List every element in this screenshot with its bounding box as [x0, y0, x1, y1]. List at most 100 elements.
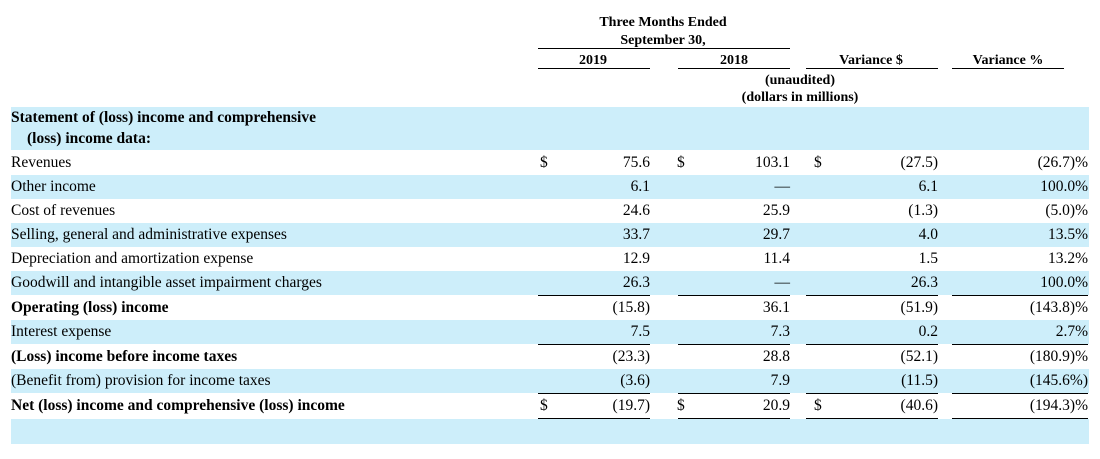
row-label: Interest expense: [11, 323, 112, 340]
period-header-line1: Three Months Ended: [599, 15, 727, 30]
col-header-variance-pct: Variance %: [972, 53, 1044, 68]
dollar-sign: $: [540, 154, 548, 171]
table-row-depreciation-amortization: Depreciation and amortization expense 12.…: [11, 247, 1089, 271]
col-header-rule-2018: [678, 68, 790, 69]
cell-c2019: 33.7: [622, 226, 650, 243]
cell-var: 1.5: [918, 250, 938, 267]
subtotal-rule: [806, 344, 938, 345]
subtotal-rule: [538, 295, 650, 296]
cell-pct: (145.6%): [1029, 372, 1088, 389]
cell-c2018: 103.1: [755, 154, 790, 171]
subtotal-rule: [806, 393, 938, 394]
dollar-sign: $: [677, 397, 685, 414]
cell-var: 0.2: [918, 323, 938, 340]
section-title-line2: (loss) income data:: [27, 130, 151, 147]
cell-pct: 13.5%: [1047, 226, 1088, 243]
subtotal-rule: [678, 295, 790, 296]
cell-pct: (194.3)%: [1029, 397, 1088, 414]
cell-c2018: 11.4: [763, 250, 790, 267]
units-note: (dollars in millions): [741, 90, 859, 105]
cell-var: 26.3: [910, 274, 938, 291]
col-header-variance-dollar: Variance $: [839, 53, 903, 68]
row-label: Goodwill and intangible asset impairment…: [11, 274, 322, 291]
col-header-rule-var-pct: [952, 68, 1064, 69]
cell-pct: (143.8)%: [1029, 299, 1088, 316]
trailing-row: [11, 419, 1089, 444]
row-label: Other income: [11, 178, 96, 195]
cell-var: (27.5): [900, 154, 938, 171]
dollar-sign: $: [814, 154, 822, 171]
section-title-line1: Statement of (loss) income and comprehen…: [11, 109, 316, 126]
row-label: Operating (loss) income: [11, 299, 169, 316]
cell-c2019: 24.6: [622, 202, 650, 219]
row-label: Depreciation and amortization expense: [11, 250, 254, 267]
subtotal-rule: [952, 344, 1088, 345]
cell-c2019: 7.5: [630, 323, 650, 340]
subtotal-rule: [806, 295, 938, 296]
cell-var: (40.6): [900, 397, 938, 414]
cell-c2019: 75.6: [622, 154, 650, 171]
cell-c2018: 25.9: [762, 202, 790, 219]
cell-c2018: 7.3: [770, 323, 790, 340]
table-row-tax-provision: (Benefit from) provision for income taxe…: [11, 369, 1089, 393]
dollar-sign: $: [814, 397, 822, 414]
table-row-net-loss-income: Net (loss) income and comprehensive (los…: [11, 394, 1089, 418]
table-row-other-income: Other income 6.1 — 6.1 100.0%: [11, 175, 1089, 199]
cell-pct: 100.0%: [1040, 178, 1088, 195]
cell-c2019: (3.6): [620, 372, 650, 389]
cell-c2019: (19.7): [612, 397, 650, 414]
col-header-2019: 2019: [579, 53, 607, 68]
table-row-loss-income-before-taxes: (Loss) income before income taxes (23.3) 2…: [11, 345, 1089, 369]
cell-c2018: 29.7: [762, 226, 790, 243]
table-row-sga-expenses: Selling, general and administrative expe…: [11, 223, 1089, 247]
row-label: Selling, general and administrative expe…: [11, 226, 287, 243]
cell-c2019: 12.9: [622, 250, 650, 267]
cell-var: (52.1): [900, 348, 938, 365]
table-row-revenues: Revenues 75.6 103.1 (27.5) (26.7)% $ $ $: [11, 151, 1089, 175]
cell-pct: 13.2%: [1047, 250, 1088, 267]
cell-var: (11.5): [901, 372, 938, 389]
subtotal-rule: [952, 393, 1088, 394]
cell-c2018: —: [774, 274, 791, 291]
unaudited-note: (unaudited): [764, 73, 836, 88]
cell-pct: 2.7%: [1055, 323, 1088, 340]
period-header-rule: [538, 48, 790, 49]
cell-c2018: 7.9: [770, 372, 790, 389]
cell-c2019: (15.8): [612, 299, 650, 316]
subtotal-rule: [538, 344, 650, 345]
table-row-goodwill-impairment: Goodwill and intangible asset impairment…: [11, 271, 1089, 295]
row-label: (Benefit from) provision for income taxe…: [11, 372, 271, 389]
cell-pct: (180.9)%: [1029, 348, 1088, 365]
cell-c2019: (23.3): [612, 348, 650, 365]
cell-pct: 100.0%: [1040, 274, 1088, 291]
table-row-interest-expense: Interest expense 7.5 7.3 0.2 2.7%: [11, 320, 1089, 344]
table-row-cost-of-revenues: Cost of revenues 24.6 25.9 (1.3) (5.0)%: [11, 199, 1089, 223]
col-header-2018: 2018: [720, 53, 748, 68]
section-title-row: Statement of (loss) income and comprehen…: [11, 107, 1089, 150]
cell-var: (51.9): [900, 299, 938, 316]
cell-c2019: 6.1: [630, 178, 650, 195]
row-label: Net (loss) income and comprehensive (los…: [11, 397, 345, 414]
table-row-operating-loss-income: Operating (loss) income (15.8) 36.1 (51.9) (…: [11, 296, 1089, 320]
cell-var: (1.3): [908, 202, 938, 219]
cell-c2018: 20.9: [762, 397, 790, 414]
subtotal-rule: [678, 344, 790, 345]
subtotal-rule: [538, 393, 650, 394]
subtotal-rule: [952, 295, 1088, 296]
cell-pct: (26.7)%: [1037, 154, 1088, 171]
row-label: Cost of revenues: [11, 202, 116, 219]
dollar-sign: $: [677, 154, 685, 171]
row-label: (Loss) income before income taxes: [11, 348, 238, 365]
cell-c2018: 36.1: [762, 299, 790, 316]
row-label: Revenues: [11, 154, 72, 171]
period-header-line2: September 30,: [620, 33, 706, 48]
cell-c2018: 28.8: [762, 348, 790, 365]
cell-c2018: —: [774, 178, 791, 195]
col-header-rule-var-dollar: [806, 68, 938, 69]
dollar-sign: $: [540, 397, 548, 414]
cell-var: 4.0: [918, 226, 938, 243]
col-header-rule-2019: [538, 68, 650, 69]
cell-c2019: 26.3: [622, 274, 650, 291]
subtotal-rule: [678, 393, 790, 394]
cell-pct: (5.0)%: [1045, 202, 1088, 219]
